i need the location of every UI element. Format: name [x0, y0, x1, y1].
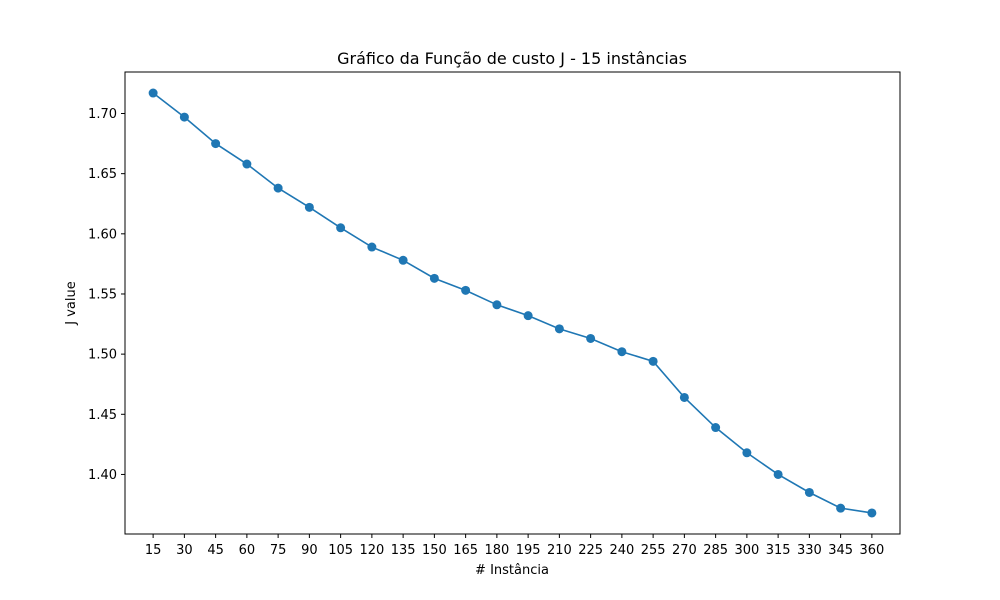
data-point [398, 255, 408, 265]
x-tick-label: 360 [859, 543, 884, 558]
data-point [429, 273, 439, 283]
x-tick-label: 165 [453, 543, 478, 558]
data-point [742, 448, 752, 458]
data-point [242, 159, 252, 169]
x-tick-label: 60 [239, 543, 256, 558]
x-tick-label: 105 [328, 543, 353, 558]
x-tick-label: 135 [391, 543, 416, 558]
data-point [679, 392, 689, 402]
x-tick-label: 345 [828, 543, 853, 558]
data-point [554, 324, 564, 334]
x-tick-label: 240 [609, 543, 634, 558]
x-tick-label: 180 [484, 543, 509, 558]
x-tick-label: 255 [641, 543, 666, 558]
data-point [711, 423, 721, 433]
data-point [273, 183, 283, 193]
x-tick-label: 195 [516, 543, 541, 558]
x-tick-label: 285 [703, 543, 728, 558]
plot-area-frame [124, 71, 901, 535]
x-tick-label: 225 [578, 543, 603, 558]
data-point [586, 333, 596, 343]
y-tick-label: 1.70 [88, 107, 117, 122]
y-tick-label: 1.55 [88, 287, 117, 302]
y-tick-label: 1.60 [88, 227, 117, 242]
y-axis-label: J value [64, 281, 79, 325]
data-point [804, 487, 814, 497]
data-point [617, 347, 627, 357]
data-point [179, 112, 189, 122]
data-point [492, 300, 502, 310]
y-tick-label: 1.65 [88, 167, 117, 182]
y-tick-label: 1.45 [88, 408, 117, 423]
x-tick-label: 15 [145, 543, 162, 558]
y-tick-label: 1.50 [88, 348, 117, 363]
data-point [773, 469, 783, 479]
x-tick-label: 210 [547, 543, 572, 558]
x-tick-label: 315 [766, 543, 791, 558]
y-axis-ticks: 1.40 1.45 1.50 1.55 1.60 1.65 1.70 [88, 107, 125, 483]
series-line [152, 92, 873, 514]
data-point [867, 508, 877, 518]
y-tick-label: 1.40 [88, 468, 117, 483]
x-axis-ticks: 15 30 45 60 75 90 105 120 135 150 165 180 195 210 225 2… [145, 534, 884, 558]
x-tick-label: 330 [797, 543, 822, 558]
data-point [648, 356, 658, 366]
chart-title: Gráfico da Função de custo J - 15 instân… [337, 49, 687, 68]
x-tick-label: 120 [359, 543, 384, 558]
data-point [836, 503, 846, 513]
x-tick-label: 30 [176, 543, 193, 558]
data-point [461, 285, 471, 295]
data-point [148, 88, 158, 98]
series-markers [148, 88, 877, 518]
data-point [367, 242, 377, 252]
data-point [336, 223, 346, 233]
x-axis-label: # Instância [475, 563, 549, 578]
x-tick-label: 45 [207, 543, 224, 558]
x-tick-label: 150 [422, 543, 447, 558]
data-point [211, 139, 221, 149]
x-tick-label: 270 [672, 543, 697, 558]
data-point [304, 202, 314, 212]
x-tick-label: 90 [301, 543, 318, 558]
x-tick-label: 300 [734, 543, 759, 558]
x-tick-label: 75 [270, 543, 287, 558]
data-point [523, 311, 533, 321]
